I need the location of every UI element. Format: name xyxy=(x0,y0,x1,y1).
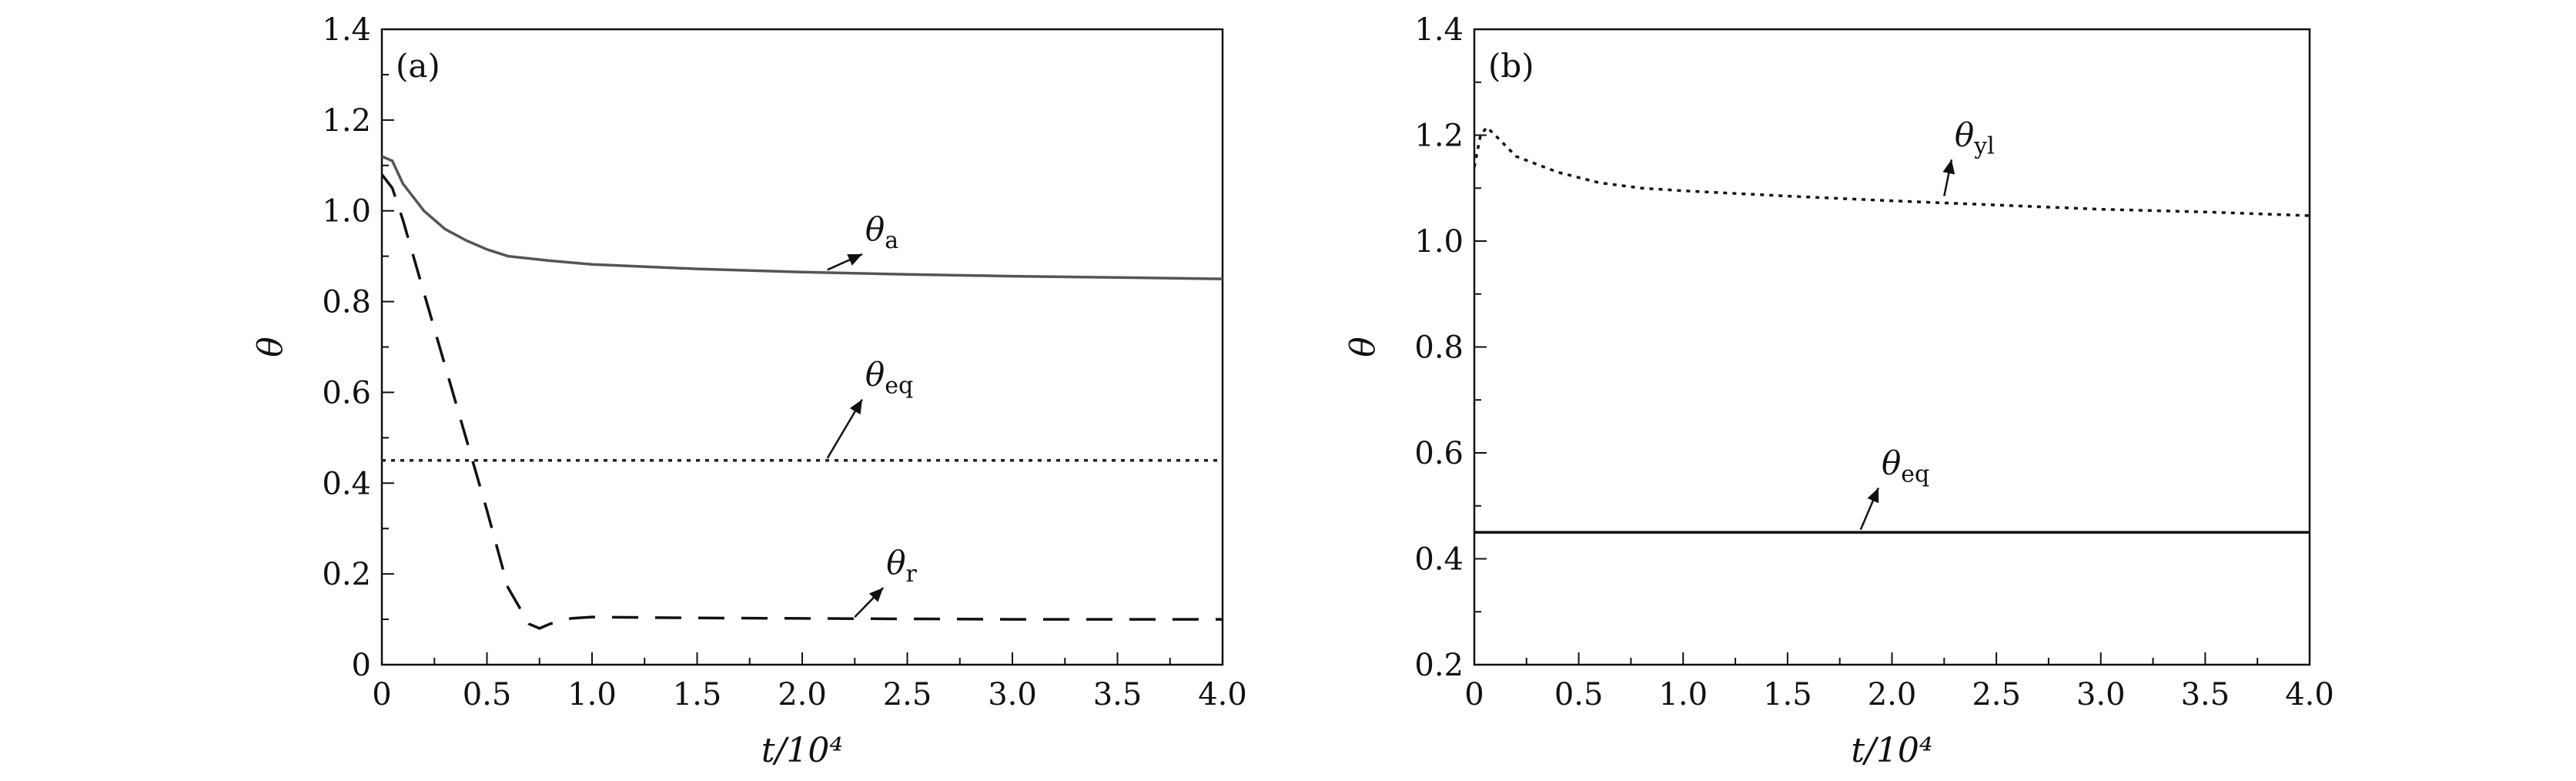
x-tick-label: 2.0 xyxy=(778,677,827,712)
y-tick-label: 1.2 xyxy=(1414,119,1464,154)
y-tick-label: 1.2 xyxy=(322,103,371,139)
y-tick-label: 0.4 xyxy=(322,466,371,501)
x-tick-label: 1.0 xyxy=(1658,677,1708,712)
series-line-3 xyxy=(382,173,1223,630)
annotation-label: θeq xyxy=(865,356,913,400)
y-tick-label: 0.2 xyxy=(1414,648,1464,683)
annotation: θyl xyxy=(1942,116,1995,196)
y-tick-label: 0.6 xyxy=(1414,436,1464,471)
y-tick-label: 0 xyxy=(352,648,371,683)
annotation-label: θeq xyxy=(1882,444,1929,488)
annotation-arrowhead xyxy=(849,399,862,415)
y-tick-label: 0.4 xyxy=(1414,542,1464,578)
x-tick-label: 3.0 xyxy=(2076,677,2126,712)
series-line-1 xyxy=(1474,126,2310,217)
y-tick-label: 0.2 xyxy=(322,557,371,592)
annotation-arrowhead xyxy=(868,588,884,602)
x-tick-label: 1.5 xyxy=(1763,677,1812,712)
x-tick-label: 0 xyxy=(1464,677,1484,712)
y-tick-label: 1.0 xyxy=(322,194,371,230)
plot-frame xyxy=(1473,28,2311,666)
x-tick-label: 4.0 xyxy=(1198,677,1247,712)
x-tick-label: 2.5 xyxy=(1972,677,2021,712)
annotation-subscript: eq xyxy=(885,373,913,400)
annotation-symbol: θ xyxy=(1882,444,1901,482)
annotation-label: θyl xyxy=(1955,116,1995,159)
annotation: θr xyxy=(854,544,917,618)
panel-label: (b) xyxy=(1488,47,1534,85)
y-axis-label: θ xyxy=(1343,337,1383,357)
series-line-1 xyxy=(382,155,1223,280)
annotation: θeq xyxy=(1859,444,1929,531)
annotation-label: θa xyxy=(865,210,898,254)
annotation-symbol: θ xyxy=(865,356,885,394)
chart-panel-a: 0 0.5 1.0 1.5 2.0 2.5 3.0 3.5 4.0 0 0.2 0.4 0.6 0.8 1.… xyxy=(251,12,1247,770)
x-tick-label: 0.5 xyxy=(463,677,512,712)
y-tick-label: 1.4 xyxy=(322,12,371,48)
x-tick-label: 3.5 xyxy=(1093,677,1142,712)
annotation-subscript: a xyxy=(885,227,898,254)
annotation-arrowhead xyxy=(847,254,862,266)
y-tick-label: 0.6 xyxy=(322,375,371,411)
y-tick-label: 0.8 xyxy=(1414,330,1464,366)
annotation: θeq xyxy=(826,356,913,459)
y-tick-label: 1.4 xyxy=(1414,12,1464,48)
y-tick-label: 1.0 xyxy=(1414,224,1464,260)
annotation-subscript: yl xyxy=(1973,132,1995,159)
annotation-arrowhead xyxy=(1867,488,1879,504)
x-tick-label: 1.0 xyxy=(567,677,617,712)
annotation-subscript: r xyxy=(905,561,917,588)
annotation: θa xyxy=(827,210,898,271)
x-tick-label: 0 xyxy=(372,677,391,712)
y-axis-label: θ xyxy=(251,337,290,357)
x-axis-label: t/10⁴ xyxy=(1851,731,1932,770)
x-axis-label: t/10⁴ xyxy=(761,731,843,770)
y-tick-label: 0.8 xyxy=(322,285,371,320)
x-tick-label: 4.0 xyxy=(2285,677,2334,712)
annotation-arrowhead xyxy=(1942,159,1955,175)
x-tick-label: 3.0 xyxy=(988,677,1037,712)
chart-panel-b: 0 0.5 1.0 1.5 2.0 2.5 3.0 3.5 4.0 0.2 0.4 0.6 0.8 1.0… xyxy=(1343,12,2334,770)
annotation-subscript: eq xyxy=(1901,461,1929,488)
annotation-symbol: θ xyxy=(1955,116,1974,153)
annotation-symbol: θ xyxy=(886,544,905,582)
plot-frame xyxy=(380,28,1224,666)
x-tick-label: 1.5 xyxy=(673,677,722,712)
panel-label: (a) xyxy=(396,47,440,85)
x-tick-label: 2.5 xyxy=(883,677,932,712)
x-tick-label: 3.5 xyxy=(2181,677,2230,712)
x-tick-label: 2.0 xyxy=(1868,677,1917,712)
annotation-symbol: θ xyxy=(865,210,885,248)
x-tick-label: 0.5 xyxy=(1554,677,1604,712)
annotation-label: θr xyxy=(886,544,917,588)
